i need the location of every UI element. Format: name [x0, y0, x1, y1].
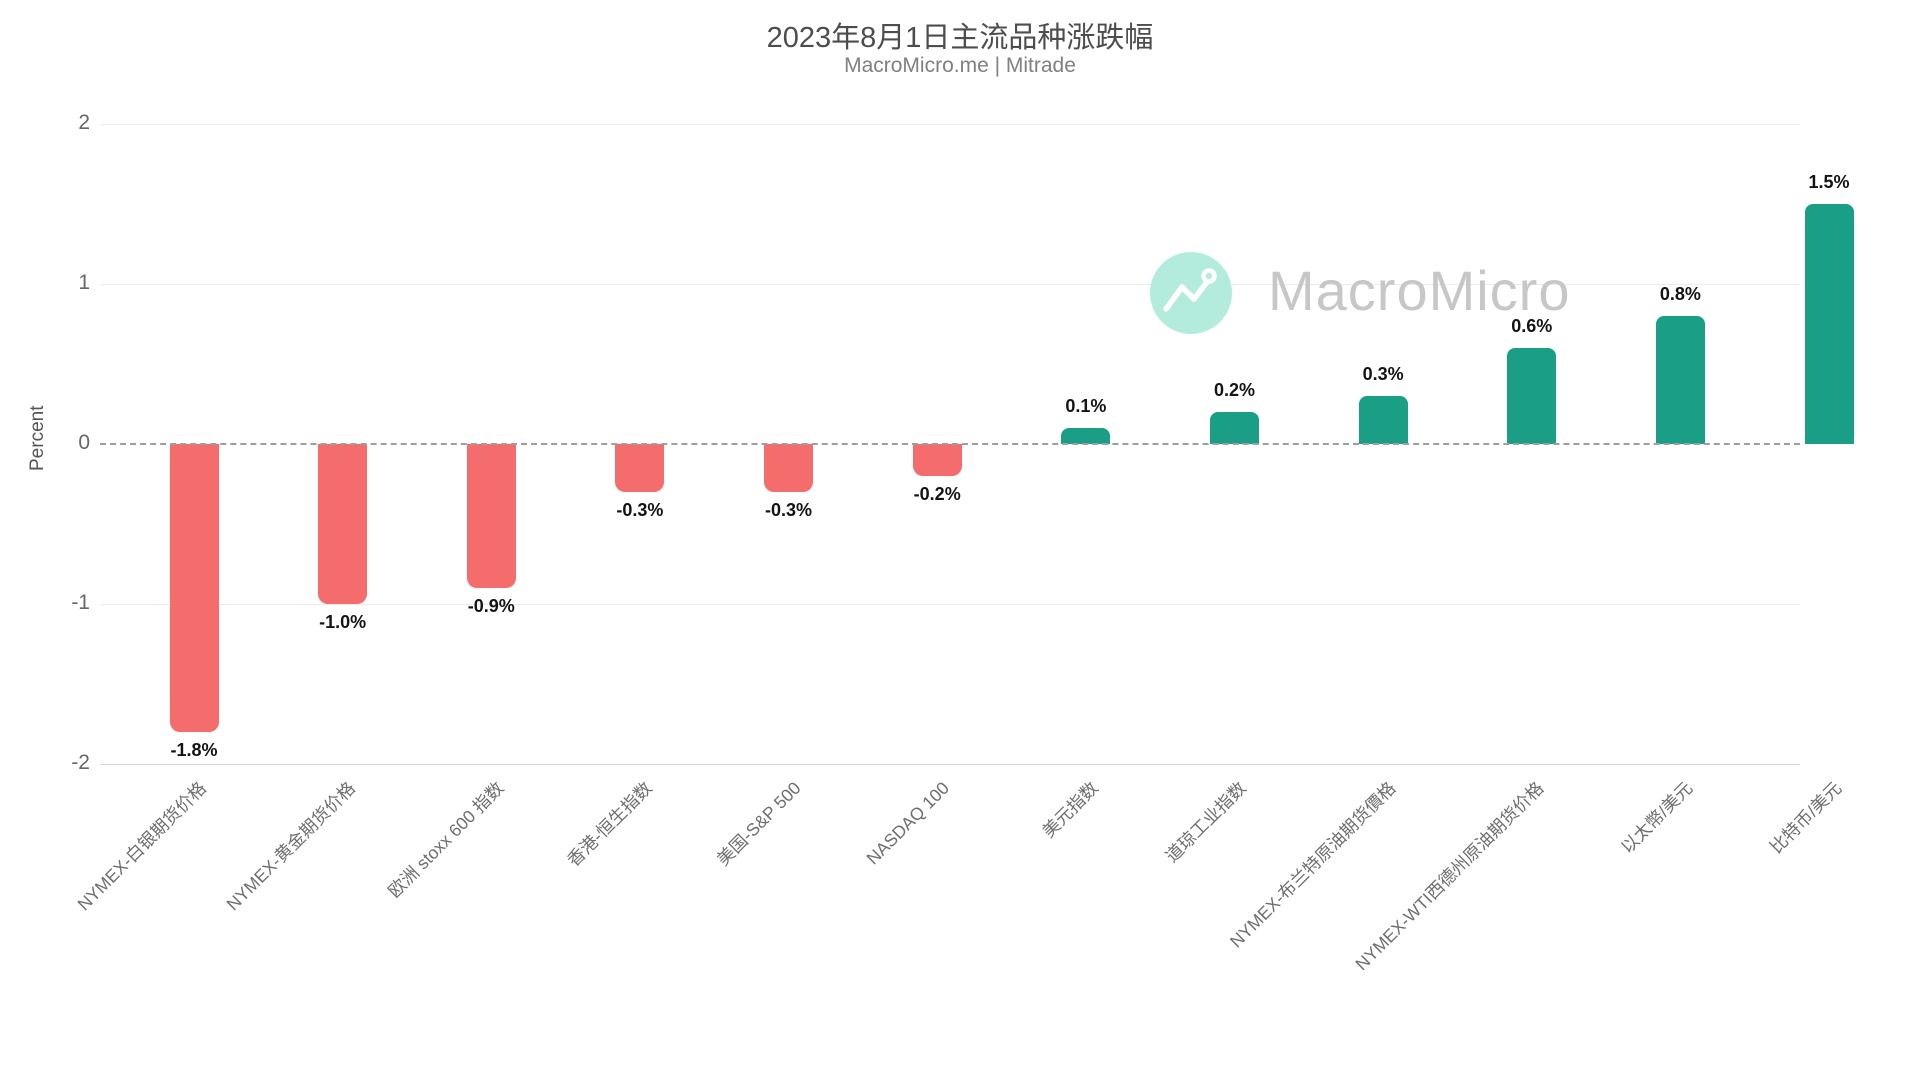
bar-value-label: 1.5%	[1808, 172, 1850, 192]
y-tick-label: -2	[71, 751, 90, 774]
bar-value-label: 0.2%	[1213, 380, 1255, 400]
bar-value-label: -0.3%	[616, 500, 664, 520]
x-axis-label: NYMEX-布兰特原油期货價格	[1225, 777, 1400, 952]
bar-9	[1358, 396, 1408, 444]
bar-8	[1209, 412, 1259, 444]
x-axis-label: NYMEX-白银期货价格	[73, 777, 211, 915]
bar-6	[912, 444, 962, 476]
bar-value-label: 0.1%	[1065, 396, 1107, 416]
bar-value-label: 0.6%	[1511, 316, 1553, 336]
y-tick-label: -1	[71, 591, 90, 614]
chart-title: 2023年8月1日主流品种涨跌幅	[766, 22, 1154, 54]
y-tick-label: 1	[78, 271, 90, 294]
x-axis-label: 美国-S&P 500	[712, 777, 805, 870]
bar-value-label: 0.3%	[1362, 364, 1404, 384]
x-axis-label: 香港-恒生指数	[563, 777, 656, 871]
x-axis-label: 欧洲 stoxx 600 指数	[383, 777, 508, 902]
x-axis-line	[100, 764, 1800, 765]
gridline	[100, 284, 1800, 285]
macromicro-trend-m-icon	[1150, 252, 1232, 334]
gridline	[100, 124, 1800, 125]
y-tick-label: 2	[78, 111, 90, 134]
bar-10	[1507, 348, 1557, 444]
x-axis-label: 美元指数	[1038, 777, 1102, 842]
x-axis-label: 比特币/美元	[1765, 777, 1846, 858]
bar-4	[615, 444, 665, 492]
bar-1	[169, 444, 219, 732]
bar-12	[1804, 204, 1854, 444]
x-axis-label: NASDAQ 100	[862, 777, 954, 869]
zero-baseline	[100, 443, 1800, 445]
bar-11	[1655, 316, 1705, 444]
y-tick-label: 0	[78, 431, 90, 454]
watermark-brand-text: MacroMicro	[1268, 259, 1571, 322]
bar-7	[1061, 428, 1111, 444]
x-axis-label: 以太幣/美元	[1616, 777, 1697, 858]
bar-value-label: -0.3%	[765, 500, 813, 520]
x-axis-label: NYMEX-黄金期货价格	[222, 777, 359, 915]
chart-subtitle: MacroMicro.me | Mitrade	[844, 54, 1076, 77]
bar-2	[318, 444, 368, 604]
bar-3	[466, 444, 516, 588]
x-axis-label: 道琼工业指数	[1162, 777, 1251, 867]
bar-value-label: -0.9%	[467, 596, 515, 616]
bar-value-label: 0.8%	[1659, 284, 1701, 304]
bar-5	[764, 444, 814, 492]
bar-value-label: -1.0%	[319, 612, 367, 632]
gridline	[100, 604, 1800, 605]
bar-value-label: -1.8%	[170, 740, 218, 760]
bar-value-label: -0.2%	[913, 484, 961, 504]
